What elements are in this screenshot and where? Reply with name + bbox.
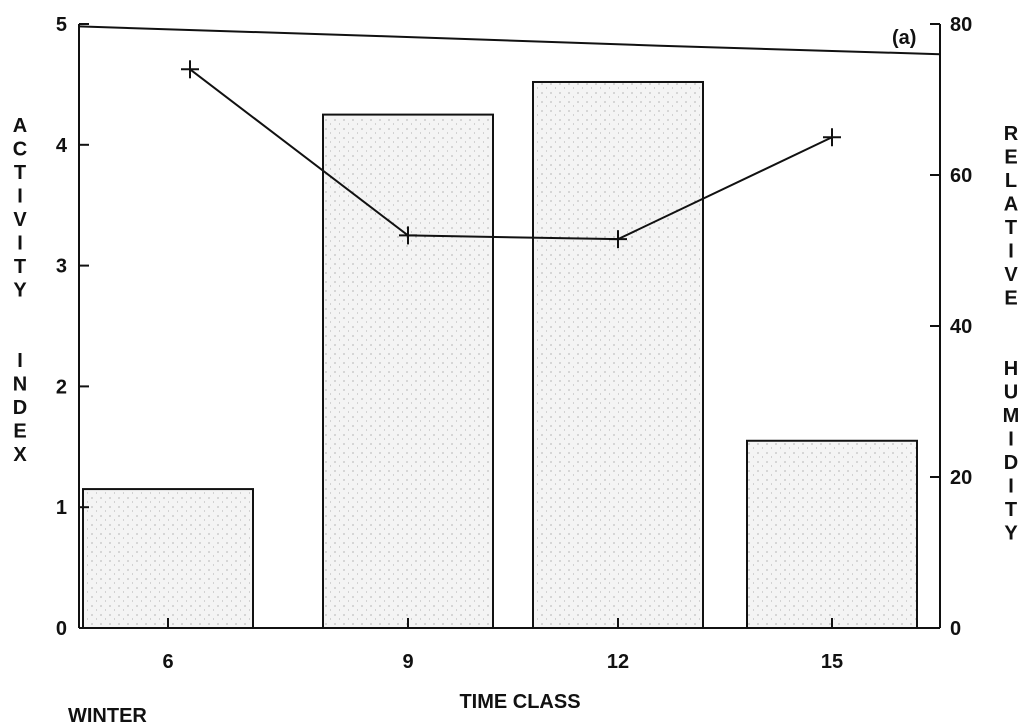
humidity-line [189, 68, 833, 241]
lines-group [78, 25, 941, 249]
x-axis-ticks: 6 9 12 15 [162, 618, 843, 673]
left-axis-ticks: 0 1 2 3 4 5 [56, 14, 89, 640]
left-tick-label: 3 [56, 256, 67, 278]
right-tick-label: 40 [950, 316, 972, 338]
humidity-point-15 [823, 128, 841, 147]
x-tick-label: 15 [821, 651, 843, 673]
bar-6 [82, 488, 254, 629]
right-axis-ticks: 0 20 40 60 80 [930, 14, 972, 640]
right-tick-label: 60 [950, 165, 972, 187]
bar-9 [322, 113, 494, 630]
left-tick-label: 0 [56, 618, 67, 640]
season-label: WINTER [68, 705, 147, 727]
panel-label: (a) [892, 27, 916, 49]
right-tick-label: 20 [950, 467, 972, 489]
bar-12 [532, 80, 704, 629]
humidity-point-6 [181, 60, 199, 79]
x-tick-label: 9 [402, 651, 413, 673]
y-axis-label: A C T I V I T Y I N D E X [13, 115, 28, 466]
left-tick-label: 5 [56, 14, 67, 36]
right-tick-label: 80 [950, 14, 972, 36]
x-tick-label: 6 [162, 651, 173, 673]
left-tick-label: 2 [56, 376, 67, 398]
left-tick-label: 1 [56, 497, 67, 519]
humidity-point-9 [399, 226, 417, 245]
right-tick-label: 0 [950, 618, 961, 640]
x-tick-label: 12 [607, 651, 629, 673]
y2-axis-label: R E L A T I V E H U M I D I T Y [1003, 123, 1020, 545]
top-curve-line [78, 25, 941, 56]
bars-group [82, 80, 918, 630]
humidity-point-12 [609, 230, 627, 249]
bar-15 [746, 439, 918, 630]
left-tick-label: 4 [56, 135, 68, 157]
x-axis-label: TIME CLASS [459, 691, 580, 713]
